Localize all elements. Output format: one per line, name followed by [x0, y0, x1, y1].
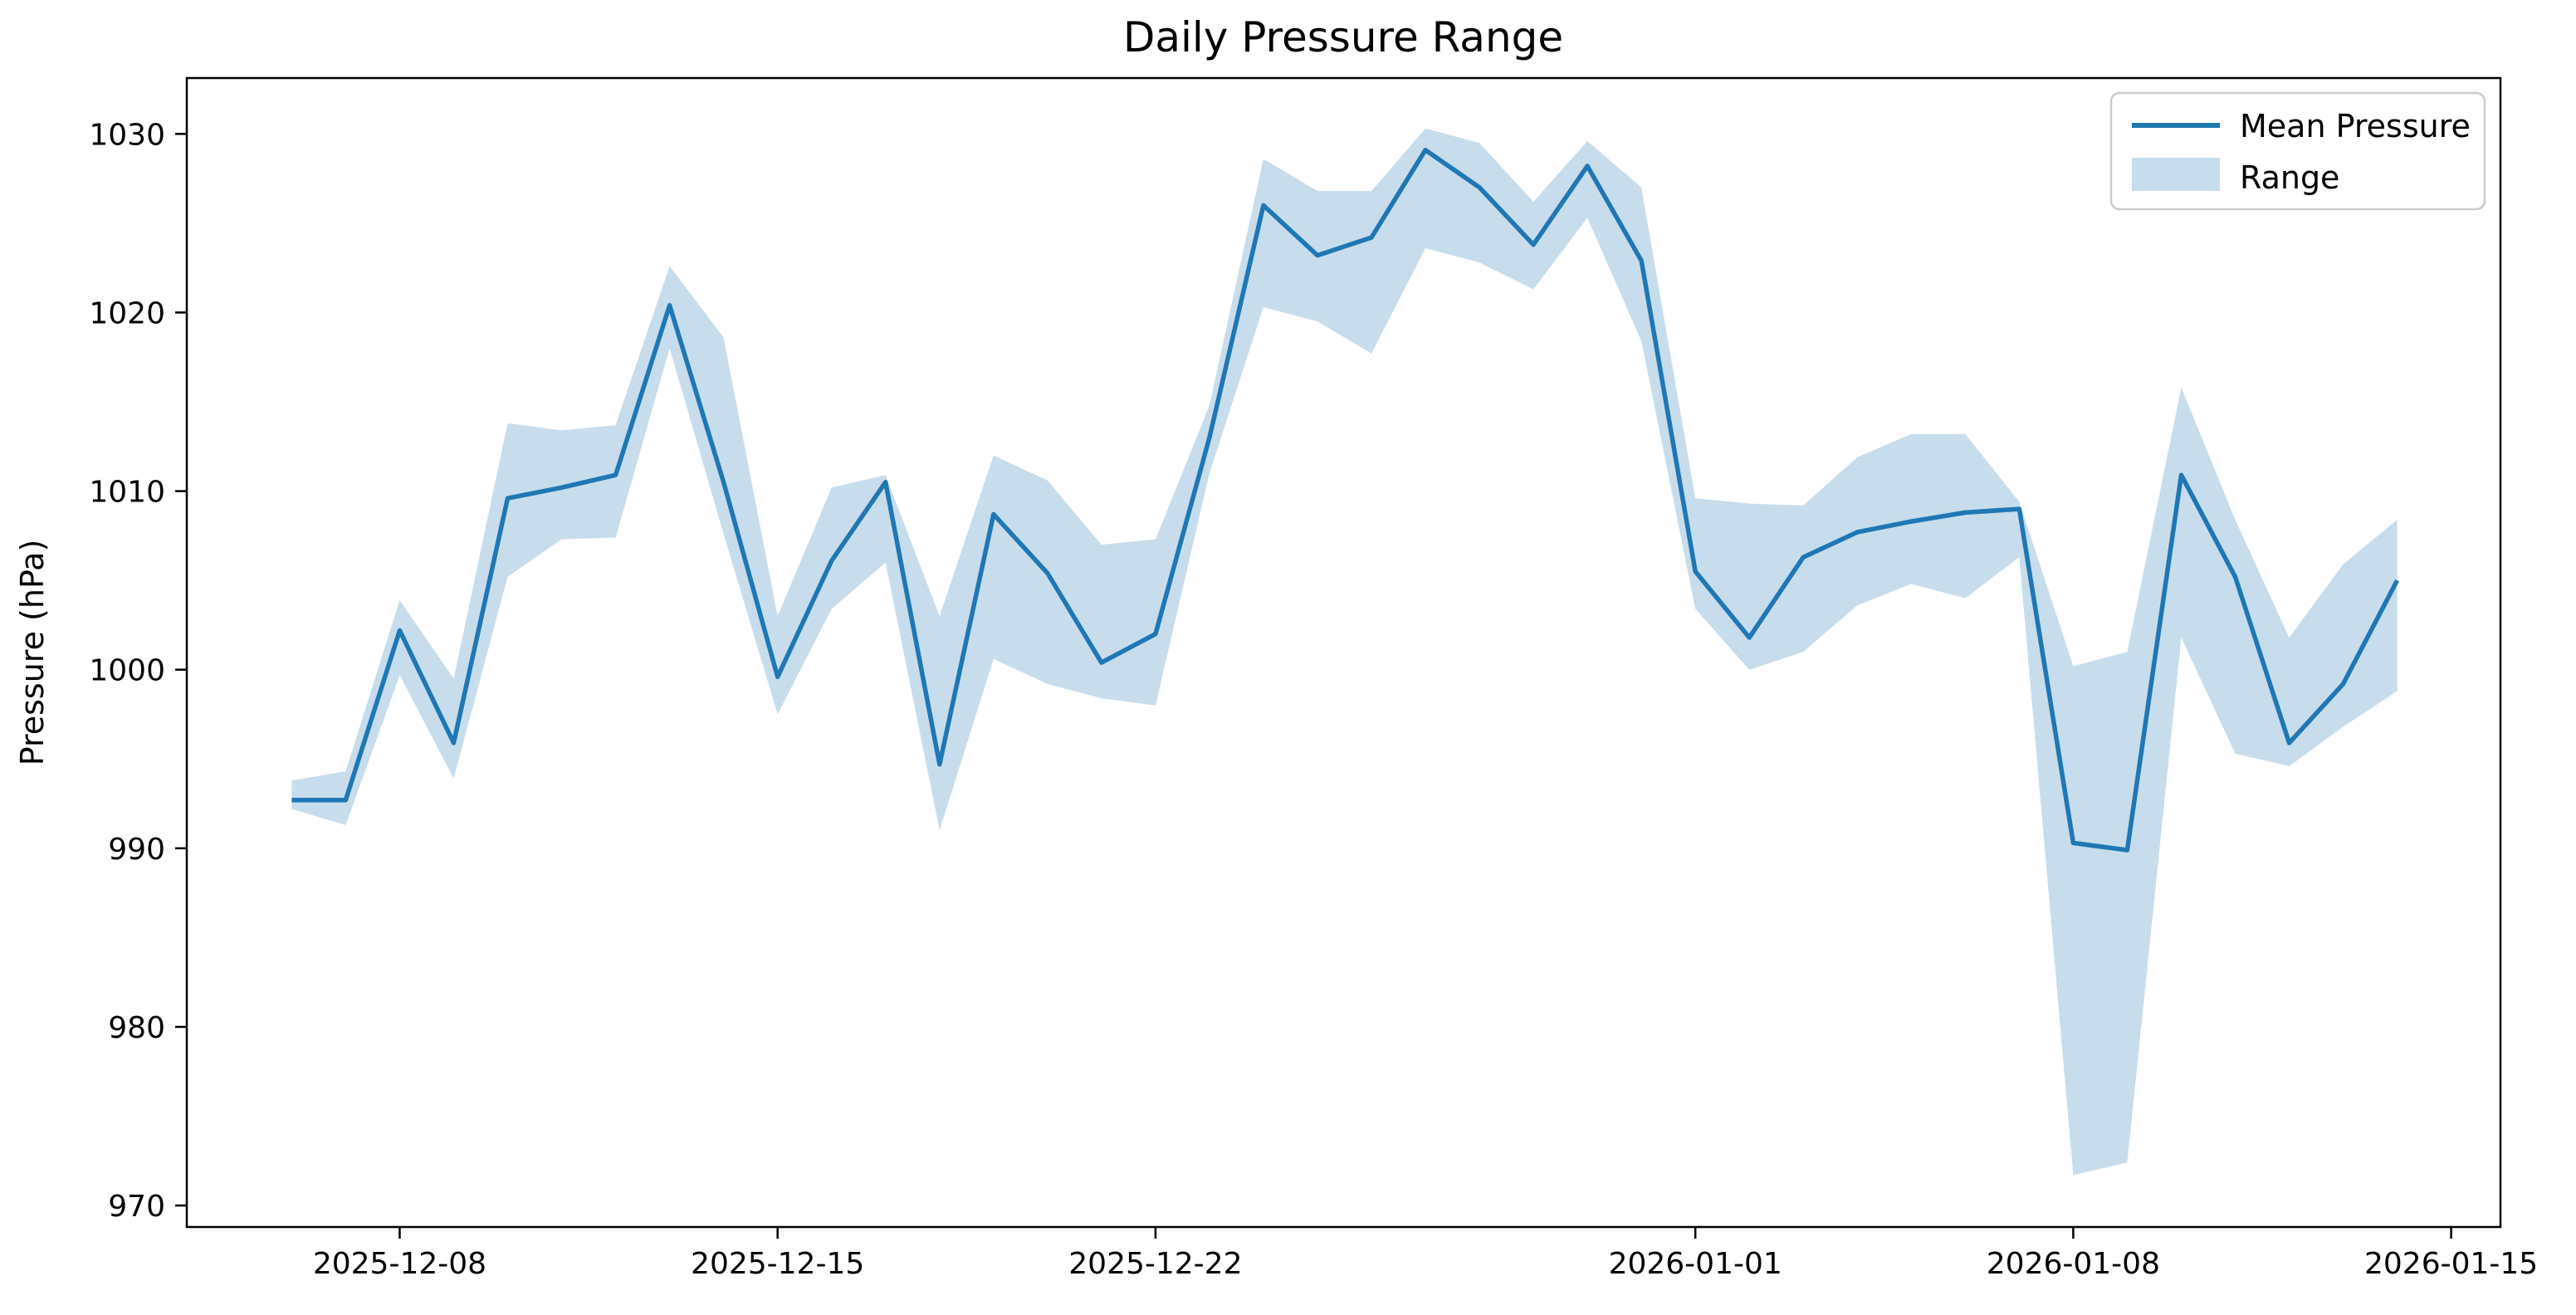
legend: Mean Pressure Range: [2109, 91, 2486, 211]
legend-box: [2109, 91, 2486, 211]
x-tick-label: 2025-12-22: [1068, 1247, 1242, 1281]
x-axis-ticks: 2025-12-08 2025-12-15 2025-12-22 2026-01-01…: [313, 1227, 2538, 1281]
y-tick-label: 1000: [89, 654, 165, 688]
y-axis-label: Pressure (hPa): [14, 540, 51, 766]
chart-title: Daily Pressure Range: [1123, 13, 1563, 61]
x-tick-label: 2026-01-08: [1987, 1247, 2160, 1281]
y-tick-label: 980: [108, 1011, 165, 1045]
y-tick-label: 1010: [89, 476, 165, 510]
legend-label-range: Range: [2240, 159, 2339, 196]
mean-pressure-line: [291, 147, 2400, 853]
axes-frame: [185, 76, 2502, 1229]
legend-patch-swatch: [2132, 158, 2220, 191]
y-tick-label: 990: [108, 833, 165, 867]
x-tick-label: 2026-01-01: [1609, 1247, 1782, 1281]
x-tick-label: 2025-12-15: [691, 1247, 864, 1281]
y-tick-label: 1030: [89, 118, 165, 152]
plot-area: [187, 78, 2500, 1227]
y-tick-label: 970: [108, 1190, 165, 1224]
y-tick-label: 1020: [89, 296, 165, 330]
x-tick-label: 2026-01-15: [2364, 1247, 2538, 1281]
legend-label-mean: Mean Pressure: [2240, 108, 2471, 144]
x-tick-label: 2025-12-08: [313, 1247, 486, 1281]
y-axis-ticks: 970 980 990 1000 1010 1020 1030: [89, 118, 187, 1224]
